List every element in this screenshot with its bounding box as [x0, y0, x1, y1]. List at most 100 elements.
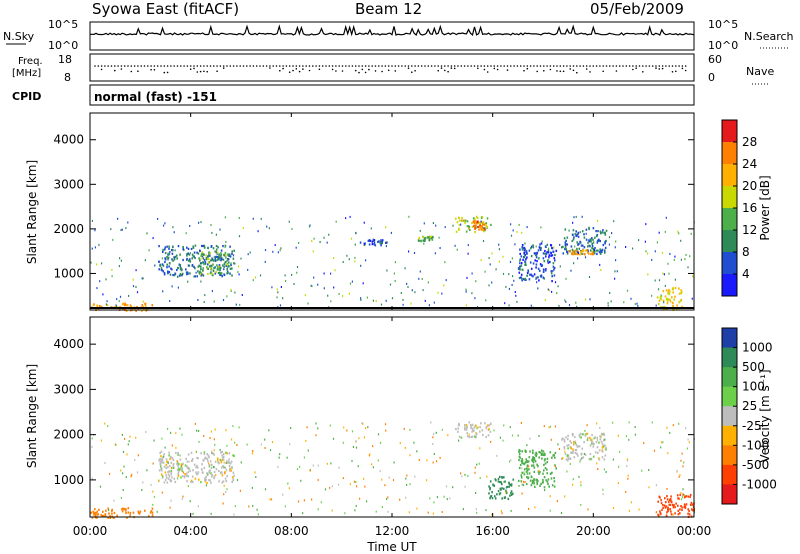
- echo-cell: [428, 239, 431, 242]
- echo-cell: [543, 454, 545, 457]
- echo-cell: [112, 238, 114, 241]
- echo-cell: [208, 471, 210, 474]
- echo-cell: [231, 274, 233, 277]
- freq-point: [483, 65, 486, 67]
- freq-point: [123, 65, 126, 67]
- echo-cell: [566, 470, 568, 473]
- echo-cell: [478, 221, 480, 224]
- echo-cell: [177, 472, 179, 475]
- echo-cell: [468, 226, 471, 229]
- echo-cell: [585, 433, 587, 436]
- echo-cell: [170, 471, 173, 475]
- echo-cell: [264, 438, 266, 441]
- echo-cell: [236, 479, 239, 482]
- echo-cell: [108, 472, 111, 475]
- echo-cell: [521, 483, 523, 486]
- echo-cell: [674, 255, 676, 258]
- echo-cell: [682, 488, 684, 491]
- y-tick-label: 4000: [53, 133, 84, 147]
- echo-cell: [533, 252, 536, 255]
- echo-cell: [675, 502, 677, 505]
- echo-cell: [457, 427, 459, 430]
- echo-cell: [196, 251, 198, 254]
- echo-cell: [441, 428, 443, 431]
- freq-point: [242, 65, 245, 67]
- echo-cell: [350, 237, 353, 240]
- echo-cell: [591, 247, 593, 250]
- echo-cell: [121, 228, 123, 231]
- echo-cell: [542, 252, 545, 255]
- freq-point: [625, 65, 628, 67]
- freq-point: [338, 65, 341, 67]
- echo-cell: [510, 493, 513, 496]
- echo-cell: [419, 229, 421, 232]
- echo-cell: [603, 458, 606, 461]
- echo-cell: [205, 484, 207, 487]
- echo-cell: [168, 253, 171, 256]
- echo-cell: [587, 436, 589, 440]
- echo-cell: [201, 256, 204, 259]
- y-tick-label: 3000: [53, 177, 84, 191]
- echo-cell: [544, 453, 546, 456]
- echo-cell: [678, 497, 680, 500]
- echo-cell: [280, 286, 282, 288]
- echo-cell: [252, 504, 254, 507]
- echo-cell: [564, 299, 566, 302]
- echo-cell: [210, 430, 212, 433]
- echo-cell: [332, 437, 335, 440]
- echo-cell: [158, 268, 160, 271]
- echo-cell: [92, 303, 95, 306]
- nave-point: [602, 70, 604, 73]
- echo-cell: [596, 439, 598, 441]
- echo-cell: [196, 466, 199, 469]
- echo-cell: [490, 422, 492, 425]
- echo-cell: [180, 274, 182, 277]
- nave-point: [269, 67, 271, 69]
- echo-cell: [230, 469, 233, 472]
- echo-cell: [501, 487, 503, 490]
- freq-point: [378, 65, 380, 67]
- echo-cell: [219, 271, 221, 274]
- echo-cell: [160, 455, 162, 458]
- echo-cell: [144, 303, 147, 306]
- echo-cell: [189, 272, 191, 275]
- echo-cell: [564, 450, 566, 453]
- echo-cell: [681, 508, 683, 512]
- nave-point: [658, 68, 661, 70]
- echo-cell: [171, 248, 173, 252]
- echo-cell: [595, 249, 598, 252]
- echo-cell: [224, 261, 227, 264]
- echo-cell: [489, 486, 491, 490]
- echo-cell: [128, 440, 130, 443]
- echo-cell: [231, 250, 233, 253]
- echo-cell: [333, 286, 335, 289]
- echo-cell: [110, 228, 112, 231]
- echo-cell: [208, 465, 211, 468]
- nave-point: [477, 67, 479, 70]
- y-tick-label: 2000: [53, 222, 84, 236]
- echo-cell: [247, 268, 249, 271]
- echo-cell: [317, 479, 319, 481]
- echo-cell: [589, 438, 592, 442]
- echo-cell: [545, 252, 548, 255]
- echo-cell: [100, 305, 103, 308]
- echo-cell: [122, 507, 124, 510]
- echo-cell: [181, 497, 183, 500]
- echo-cell: [224, 216, 226, 219]
- echo-cell: [142, 481, 144, 484]
- echo-cell: [195, 271, 197, 274]
- echo-cell: [582, 456, 585, 459]
- echo-cell: [432, 436, 434, 439]
- echo-cell: [505, 491, 507, 494]
- echo-cell: [547, 249, 550, 252]
- echo-cell: [507, 497, 510, 500]
- velocity-colorbar-tick-label: -500: [742, 458, 769, 472]
- echo-cell: [691, 503, 694, 506]
- echo-cell: [430, 421, 432, 424]
- echo-cell: [590, 240, 592, 243]
- echo-cell: [601, 442, 604, 445]
- freq-point: [130, 65, 133, 67]
- echo-cell: [665, 501, 667, 504]
- echo-cell: [200, 280, 202, 283]
- echo-cell: [476, 220, 479, 223]
